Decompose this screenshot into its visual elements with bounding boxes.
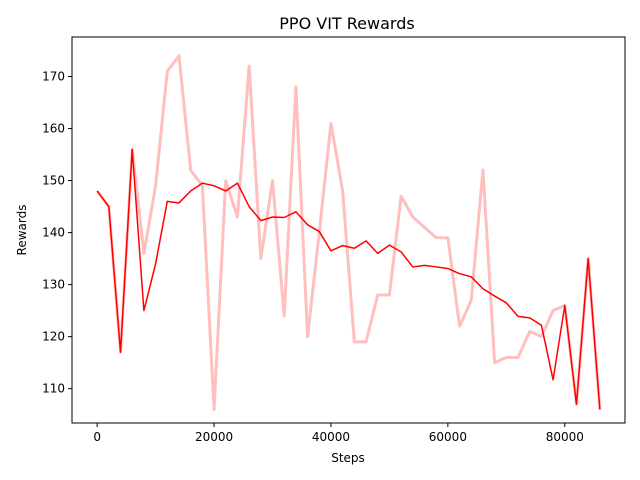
- series-line-smoothed: [96, 148, 601, 410]
- x-tick-label: 0: [93, 430, 101, 444]
- x-tick-label: 80000: [546, 430, 584, 444]
- y-tick-label: 140: [42, 226, 65, 240]
- y-tick-label: 120: [42, 330, 65, 344]
- y-tick-label: 160: [42, 122, 65, 136]
- y-tick-label: 150: [42, 174, 65, 188]
- series-layer: [95, 54, 602, 411]
- y-tick-label: 170: [42, 70, 65, 84]
- ticks-layer: 0 20000 40000 60000 80000 110 120 130 140 150 160 1…: [42, 70, 584, 444]
- y-tick-label: 130: [42, 278, 65, 292]
- x-tick-label: 20000: [195, 430, 233, 444]
- x-tick-label: 40000: [312, 430, 350, 444]
- series-line-raw: [95, 54, 602, 411]
- y-tick-label: 110: [42, 382, 65, 396]
- x-axis-label: Steps: [331, 451, 365, 465]
- y-axis-label: Rewards: [15, 205, 29, 256]
- plot-frame: [71, 36, 626, 424]
- x-tick-label: 60000: [429, 430, 467, 444]
- chart-title: PPO VIT Rewards: [279, 14, 414, 33]
